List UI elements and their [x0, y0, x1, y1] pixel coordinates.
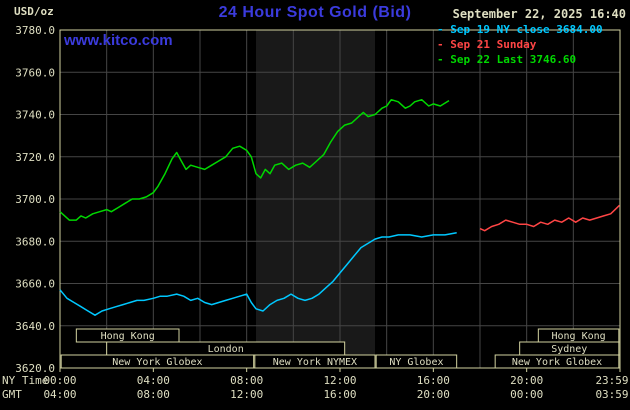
session-label: New York Globex: [112, 357, 202, 368]
y-tick-label: 3660.0: [15, 278, 55, 291]
x-tick-label-ny: 04:00: [137, 374, 170, 387]
x-tick-label-gmt: 03:59: [595, 388, 628, 401]
legend-item: - Sep 22 Last 3746.60: [437, 53, 577, 66]
x-tick-label-ny: 12:00: [323, 374, 356, 387]
y-tick-label: 3640.0: [15, 320, 55, 333]
session-label: New York Globex: [512, 357, 602, 368]
legend: - Sep 19 NY close 3684.00 - Sep 21 Sunday…: [437, 22, 603, 67]
series-line-0: [59, 232, 457, 316]
series-line-1: [479, 204, 621, 232]
x-tick-label-ny: 08:00: [230, 374, 263, 387]
chart-title: 24 Hour Spot Gold (Bid): [218, 4, 412, 21]
y-tick-label: 3680.0: [15, 235, 55, 248]
session-label: Sydney: [551, 344, 587, 355]
session-box: [375, 354, 458, 369]
y-tick-label: 3780.0: [15, 24, 55, 37]
datetime-label: September 22, 2025 16:40: [452, 7, 626, 21]
x-tick-label-ny: 16:00: [417, 374, 450, 387]
x-tick-label-ny: 23:59: [595, 374, 628, 387]
y-tick-label: 3620.0: [15, 362, 55, 375]
gmt-axis-label: GMT: [2, 388, 22, 401]
x-tick-label-gmt: 08:00: [137, 388, 170, 401]
session-label: New York NYMEX: [273, 357, 357, 368]
x-tick-label-gmt: 20:00: [417, 388, 450, 401]
session-box: [254, 354, 376, 369]
x-tick-label-ny: 20:00: [510, 374, 543, 387]
y-tick-label: 3720.0: [15, 151, 55, 164]
session-label: Hong Kong: [101, 331, 155, 342]
legend-item: - Sep 19 NY close 3684.00: [437, 23, 603, 36]
session-box: [494, 354, 620, 369]
kitco-watermark-link[interactable]: www.kitco.com: [64, 32, 173, 49]
x-tick-label-gmt: 04:00: [43, 388, 76, 401]
ny-time-axis-label: NY Time: [2, 374, 49, 387]
legend-item: - Sep 21 Sunday: [437, 38, 537, 51]
x-tick-label-gmt: 12:00: [230, 388, 263, 401]
x-tick-label-gmt: 16:00: [323, 388, 356, 401]
session-label: London: [208, 344, 244, 355]
y-tick-label: 3760.0: [15, 66, 55, 79]
session-box: [60, 354, 255, 369]
session-label: NY Globex: [389, 357, 443, 368]
series-line-2: [59, 98, 450, 221]
y-tick-label: 3700.0: [15, 193, 55, 206]
x-tick-label-ny: 00:00: [43, 374, 76, 387]
y-axis-unit-label: USD/oz: [14, 5, 54, 18]
y-tick-label: 3740.0: [15, 109, 55, 122]
x-tick-label-gmt: 00:00: [510, 388, 543, 401]
session-label: Hong Kong: [551, 331, 605, 342]
